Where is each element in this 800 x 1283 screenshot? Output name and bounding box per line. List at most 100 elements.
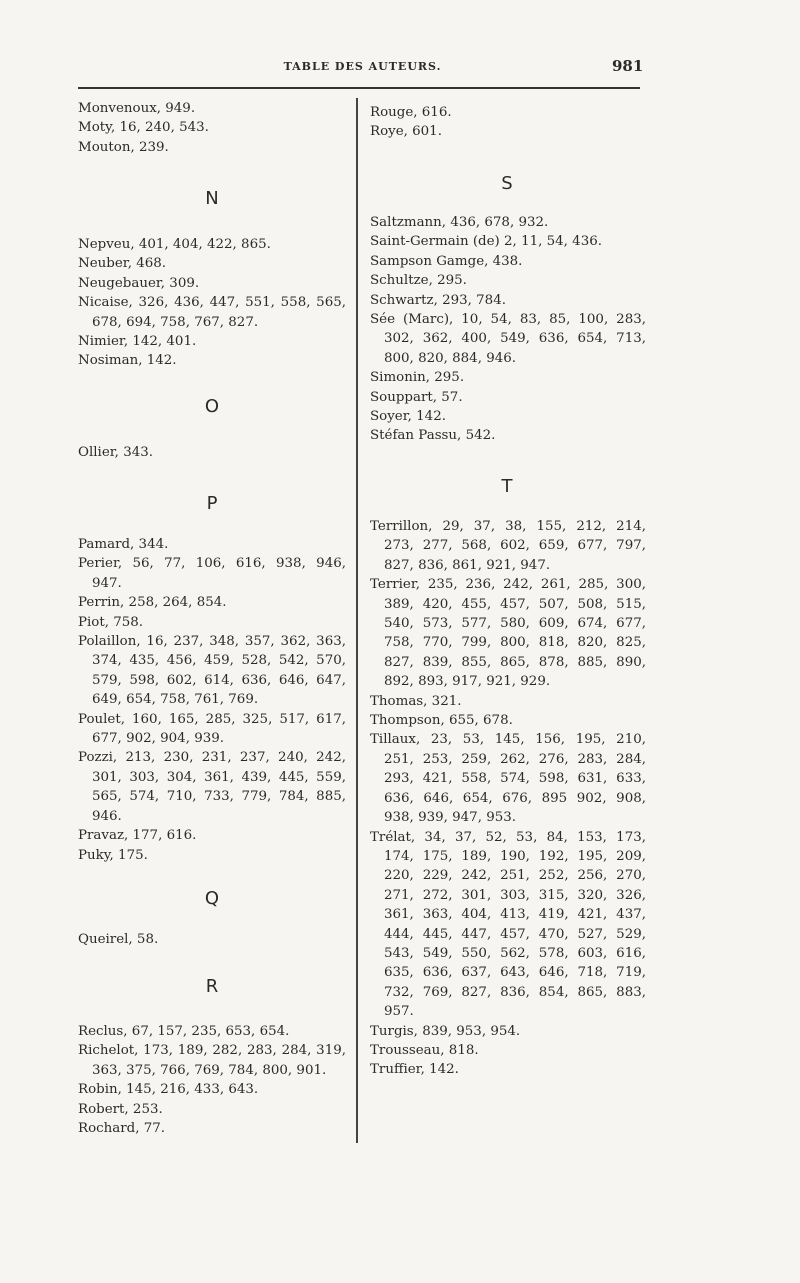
index-entry: Roye, 601. bbox=[370, 122, 646, 141]
entry-line: Soyer, 142. bbox=[370, 409, 446, 425]
entry-continuation-line: 565, 574, 710, 733, 779, 784, 885, bbox=[92, 789, 346, 805]
entry-continuation-line: 957. bbox=[384, 1004, 414, 1020]
index-entry: Queirel, 58. bbox=[78, 930, 346, 949]
index-section: Terrillon, 29, 37, 38, 155, 212, 214, 273… bbox=[370, 517, 646, 1080]
index-entry: Nosiman, 142. bbox=[78, 351, 346, 370]
entry-continuation-line: 271, 272, 301, 303, 315, 320, 326, bbox=[384, 887, 646, 903]
entry-line: Polaillon, 16, 237, 348, 357, 362, 363, bbox=[78, 634, 346, 650]
entry-continuation-line: 273, 277, 568, 602, 659, 677, 797, bbox=[384, 538, 646, 554]
entry-continuation-line: 363, 375, 766, 769, 784, 800, 901. bbox=[92, 1062, 327, 1078]
entry-line: Robert, 253. bbox=[78, 1101, 163, 1117]
index-entry: Nicaise, 326, 436, 447, 551, 558, 565, 67… bbox=[78, 293, 346, 332]
entry-continuation-line: 946. bbox=[92, 808, 122, 824]
index-entry: Poulet, 160, 165, 285, 325, 517, 617, 677… bbox=[78, 710, 346, 749]
index-entry: Monvenoux, 949. bbox=[78, 99, 346, 118]
entry-continuation-line: 938, 939, 947, 953. bbox=[384, 810, 517, 826]
section-letter-s: S bbox=[501, 173, 513, 194]
entry-line: Rouge, 616. bbox=[370, 105, 452, 120]
entry-line: Poulet, 160, 165, 285, 325, 517, 617, bbox=[78, 711, 346, 727]
entry-continuation-line: 293, 421, 558, 574, 598, 631, 633, bbox=[384, 771, 646, 787]
entry-continuation-line: 892, 893, 917, 921, 929. bbox=[384, 674, 551, 690]
entry-continuation-line: 302, 362, 400, 549, 636, 654, 713, bbox=[384, 331, 646, 347]
section-letter-r: R bbox=[205, 976, 219, 997]
entry-line: Ollier, 343. bbox=[78, 445, 154, 460]
index-entry: Souppart, 57. bbox=[370, 388, 646, 407]
entry-line: Nepveu, 401, 404, 422, 865. bbox=[78, 237, 271, 252]
index-entry: Puky, 175. bbox=[78, 846, 346, 865]
index-entry: Mouton, 239. bbox=[78, 138, 346, 157]
index-entry: Sampson Gamge, 438. bbox=[370, 252, 646, 271]
entry-line: Thomas, 321. bbox=[370, 693, 462, 709]
index-entry: Richelot, 173, 189, 282, 283, 284, 319, 3… bbox=[78, 1041, 346, 1080]
entry-line: Terrier, 235, 236, 242, 261, 285, 300, bbox=[370, 577, 646, 593]
entry-line: Perier, 56, 77, 106, 616, 938, 946, bbox=[78, 556, 346, 572]
index-entry: Ollier, 343. bbox=[78, 443, 346, 462]
section-letter-p: P bbox=[206, 493, 218, 514]
index-entry: Neuber, 468. bbox=[78, 254, 346, 273]
entry-line: Roye, 601. bbox=[370, 124, 442, 140]
index-entry: Nimier, 142, 401. bbox=[78, 332, 346, 351]
section-letter-t: T bbox=[501, 476, 513, 497]
section-letter-q: Q bbox=[204, 888, 220, 909]
entry-line: Monvenoux, 949. bbox=[78, 101, 196, 116]
entry-continuation-line: 947. bbox=[92, 575, 122, 591]
entry-line: Pozzi, 213, 230, 231, 237, 240, 242, bbox=[78, 750, 346, 766]
index-entry: Polaillon, 16, 237, 348, 357, 362, 363, 3… bbox=[78, 632, 346, 710]
entry-line: Schwartz, 293, 784. bbox=[370, 292, 506, 308]
index-entry: Neugebauer, 309. bbox=[78, 274, 346, 293]
index-entry: Simonin, 295. bbox=[370, 368, 646, 387]
entry-line: Queirel, 58. bbox=[78, 932, 159, 947]
entry-continuation-line: 827, 836, 861, 921, 947. bbox=[384, 557, 551, 573]
entry-line: Piot, 758. bbox=[78, 614, 144, 630]
entry-line: Perrin, 258, 264, 854. bbox=[78, 595, 227, 611]
entry-line: Nicaise, 326, 436, 447, 551, 558, 565, bbox=[78, 295, 346, 311]
index-entry: Piot, 758. bbox=[78, 613, 346, 632]
entry-line: Mouton, 239. bbox=[78, 139, 169, 155]
index-entry: Turgis, 839, 953, 954. bbox=[370, 1022, 646, 1041]
index-entry: Nepveu, 401, 404, 422, 865. bbox=[78, 235, 346, 254]
entry-continuation-line: 374, 435, 456, 459, 528, 542, 570, bbox=[92, 653, 346, 669]
index-entry: Schultze, 295. bbox=[370, 271, 646, 290]
entry-line: Moty, 16, 240, 543. bbox=[78, 120, 209, 136]
index-entry: Reclus, 67, 157, 235, 653, 654. bbox=[78, 1022, 346, 1041]
index-entry: Soyer, 142. bbox=[370, 407, 646, 426]
entry-continuation-line: 677, 902, 904, 939. bbox=[92, 731, 225, 747]
index-entry: Saltzmann, 436, 678, 932. bbox=[370, 213, 646, 232]
index-entry: Thomas, 321. bbox=[370, 692, 646, 711]
header-rule bbox=[78, 87, 640, 89]
entry-line: Robin, 145, 216, 433, 643. bbox=[78, 1082, 259, 1098]
entry-line: Sampson Gamge, 438. bbox=[370, 253, 523, 269]
entry-continuation-line: 732, 769, 827, 836, 854, 865, 883, bbox=[384, 984, 646, 1000]
section-letter-n: N bbox=[205, 188, 219, 209]
entry-line: Stéfan Passu, 542. bbox=[370, 428, 496, 444]
entry-line: Terrillon, 29, 37, 38, 155, 212, 214, bbox=[370, 519, 646, 534]
index-section: Queirel, 58. bbox=[78, 930, 346, 949]
entry-line: Neuber, 468. bbox=[78, 256, 167, 272]
index-section: Rouge, 616. Roye, 601. bbox=[370, 103, 646, 142]
index-section: Saltzmann, 436, 678, 932. Saint-Germain (… bbox=[370, 213, 646, 446]
index-entry: Sée (Marc), 10, 54, 83, 85, 100, 283, 302… bbox=[370, 310, 646, 368]
entry-continuation-line: 543, 549, 550, 562, 578, 603, 616, bbox=[384, 945, 646, 961]
entry-line: Pravaz, 177, 616. bbox=[78, 828, 197, 844]
entry-continuation-line: 251, 253, 259, 262, 276, 283, 284, bbox=[384, 751, 646, 767]
entry-line: Richelot, 173, 189, 282, 283, 284, 319, bbox=[78, 1043, 346, 1059]
index-entry: Perier, 56, 77, 106, 616, 938, 946, 947. bbox=[78, 554, 346, 593]
entry-line: Saltzmann, 436, 678, 932. bbox=[370, 215, 549, 230]
entry-line: Simonin, 295. bbox=[370, 370, 465, 386]
index-entry: Pamard, 344. bbox=[78, 535, 346, 554]
index-entry: Terrillon, 29, 37, 38, 155, 212, 214, 273… bbox=[370, 517, 646, 575]
entry-line: Rochard, 77. bbox=[78, 1121, 166, 1137]
section-letter-o: O bbox=[204, 396, 220, 417]
entry-line: Nosiman, 142. bbox=[78, 353, 177, 369]
entry-continuation-line: 649, 654, 758, 761, 769. bbox=[92, 692, 259, 708]
index-entry: Stéfan Passu, 542. bbox=[370, 426, 646, 445]
entry-continuation-line: 758, 770, 799, 800, 818, 820, 825, bbox=[384, 635, 646, 651]
index-section: Reclus, 67, 157, 235, 653, 654. Richelot,… bbox=[78, 1022, 346, 1138]
entry-line: Truffier, 142. bbox=[370, 1062, 459, 1078]
entry-line: Souppart, 57. bbox=[370, 389, 463, 405]
index-entry: Robin, 145, 216, 433, 643. bbox=[78, 1080, 346, 1099]
index-entry: Truffier, 142. bbox=[370, 1060, 646, 1079]
entry-line: Thompson, 655, 678. bbox=[370, 713, 513, 729]
index-entry: Moty, 16, 240, 543. bbox=[78, 118, 346, 137]
index-entry: Terrier, 235, 236, 242, 261, 285, 300, 38… bbox=[370, 575, 646, 691]
